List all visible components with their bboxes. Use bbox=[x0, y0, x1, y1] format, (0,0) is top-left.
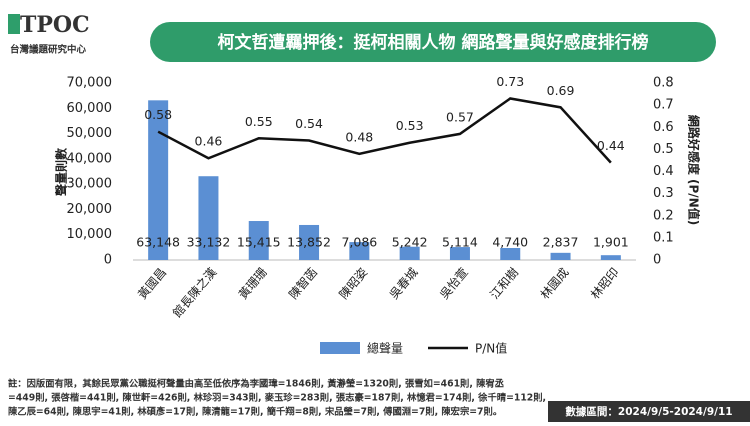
x-tick-label: 林國成 bbox=[538, 265, 572, 302]
bar-value-label: 15,415 bbox=[237, 235, 281, 250]
y-tick-label: 30,000 bbox=[67, 177, 113, 192]
bar-value-label: 5,114 bbox=[442, 235, 478, 250]
logo-mark bbox=[8, 14, 20, 34]
line-value-label: 0.48 bbox=[345, 129, 373, 144]
y-tick-label: 70,000 bbox=[67, 76, 113, 91]
line-value-label: 0.44 bbox=[597, 138, 625, 153]
date-range: 數據區間：2024/9/5-2024/9/11 bbox=[565, 405, 732, 418]
bar bbox=[299, 224, 320, 260]
x-tick-label: 陳昭姿 bbox=[336, 265, 370, 302]
line bbox=[157, 97, 612, 164]
line-value-label: 0.69 bbox=[547, 83, 575, 98]
footnote: =449則, 張啓楷=441則, 陳世軒=426則, 林珍羽=343則, 麥玉珍… bbox=[8, 392, 546, 404]
bar bbox=[198, 176, 219, 260]
y-tick-label: 50,000 bbox=[67, 126, 113, 141]
y2-tick-label: 0.4 bbox=[653, 164, 674, 179]
legend-swatch bbox=[320, 342, 360, 354]
bar-value-label: 1,901 bbox=[593, 235, 629, 250]
bar bbox=[600, 255, 621, 260]
org-name: 台灣議題研究中心 bbox=[10, 44, 87, 56]
bar bbox=[500, 248, 521, 260]
y-tick-label: 10,000 bbox=[67, 227, 113, 242]
bar-value-label: 4,740 bbox=[492, 235, 528, 250]
y-tick-label: 20,000 bbox=[67, 202, 113, 217]
line-value-label: 0.46 bbox=[195, 134, 223, 149]
footnote: 註：因版面有限，其餘民眾黨公職挺柯聲量由高至低依序為李國瑋=1846則, 黃瀞瑩… bbox=[8, 378, 505, 390]
x-tick-label: 陳智菡 bbox=[285, 265, 320, 302]
x-tick-label: 吳春城 bbox=[387, 265, 421, 302]
x-tick-label: 林昭印 bbox=[588, 265, 622, 302]
line-value-label: 0.73 bbox=[496, 74, 524, 89]
bar-value-label: 33,132 bbox=[187, 235, 231, 250]
bar bbox=[399, 246, 420, 260]
y2-tick-label: 0.2 bbox=[653, 208, 674, 223]
y2-tick-label: 0.5 bbox=[653, 142, 674, 157]
x-tick-label: 吳怡萱 bbox=[437, 265, 471, 302]
bar bbox=[148, 100, 169, 260]
legend-label: 總聲量 bbox=[367, 341, 403, 356]
y-tick-label: 0 bbox=[104, 253, 112, 268]
bar bbox=[349, 242, 370, 260]
legend-label: P/N值 bbox=[475, 341, 507, 356]
bar bbox=[449, 247, 470, 260]
title: 柯文哲遭羈押後：挺柯相關人物 網路聲量與好感度排行榜 bbox=[218, 32, 649, 53]
logo: TPOC bbox=[20, 12, 90, 38]
x-tick-label: 黃珊珊 bbox=[236, 265, 270, 302]
y2-axis-title: 網路好感度 (P/N值) bbox=[687, 115, 702, 225]
x-tick-label: 江和樹 bbox=[487, 265, 521, 302]
y-tick-label: 60,000 bbox=[67, 101, 113, 116]
range-box bbox=[548, 401, 750, 422]
y2-tick-label: 0.6 bbox=[653, 120, 674, 135]
footnote: 陳乙辰=64則, 陳思宇=41則, 林碩彥=17則, 陳清龍=17則, 簡千翔=… bbox=[8, 406, 502, 418]
x-tick-label: 黃國昌 bbox=[135, 265, 169, 302]
bar bbox=[248, 221, 269, 260]
line-value-label: 0.54 bbox=[295, 116, 323, 131]
x-tick-label: 館長陳之漢 bbox=[169, 265, 219, 321]
line-value-label: 0.55 bbox=[245, 114, 273, 129]
y2-tick-label: 0 bbox=[653, 253, 661, 268]
bar bbox=[550, 252, 571, 260]
bar-value-label: 5,242 bbox=[392, 235, 428, 250]
bar-value-label: 13,852 bbox=[287, 235, 331, 250]
y2-tick-label: 0.7 bbox=[653, 98, 674, 113]
line-value-label: 0.58 bbox=[144, 107, 172, 122]
line-value-label: 0.53 bbox=[396, 118, 424, 133]
bar-value-label: 7,086 bbox=[341, 235, 377, 250]
y2-tick-label: 0.1 bbox=[653, 230, 674, 245]
y2-tick-label: 0.8 bbox=[653, 76, 674, 91]
title-bar bbox=[150, 22, 716, 62]
y2-tick-label: 0.3 bbox=[653, 186, 674, 201]
y-tick-label: 40,000 bbox=[67, 151, 113, 166]
line-value-label: 0.57 bbox=[446, 109, 474, 124]
y-axis-title: 聲量則數 bbox=[54, 148, 69, 196]
bar-value-label: 63,148 bbox=[136, 235, 180, 250]
bar-value-label: 2,837 bbox=[543, 235, 579, 250]
